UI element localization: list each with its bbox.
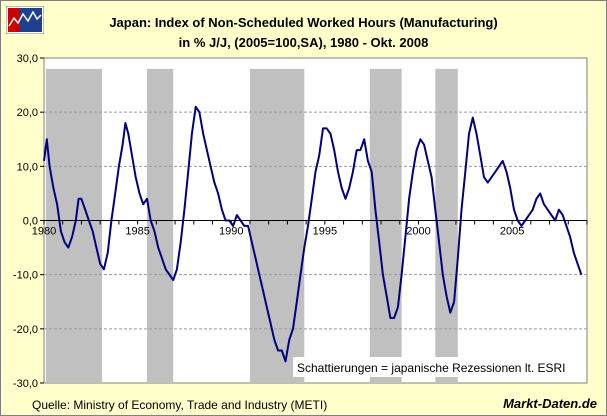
y-tick-label: 0,0 [23,216,38,228]
series-line [43,105,583,363]
x-tick-label: 1985 [125,226,149,238]
y-tick-label: 20,0 [17,107,38,119]
x-tick-label: 2000 [406,226,430,238]
source-note: Quelle: Ministry of Economy, Trade and I… [32,398,328,412]
chart-subtitle: in % J/J, (2005=100,SA), 1980 - Okt. 200… [178,35,429,50]
y-tick-label: 30,0 [17,53,38,65]
chart-title: Japan: Index of Non-Scheduled Worked Hou… [109,15,498,30]
x-tick-label: 2005 [500,226,524,238]
brand-label: Markt-Daten.de [503,396,597,411]
recession-band [249,68,305,383]
note-box [293,357,576,377]
logo-icon [6,6,44,34]
y-tick-label: -30,0 [13,378,38,390]
x-tick-label: 1995 [313,226,337,238]
recession-band [435,68,458,383]
y-tick-label: -20,0 [13,324,38,336]
y-tick-label: 10,0 [17,161,38,173]
x-tick-label: 1990 [219,226,243,238]
recession-band [369,68,402,383]
recession-band [146,68,174,383]
x-tick-label: 1980 [32,226,56,238]
y-tick-label: -10,0 [13,270,38,282]
recession-note: Schattierungen = japanische Rezessionen … [297,361,566,375]
